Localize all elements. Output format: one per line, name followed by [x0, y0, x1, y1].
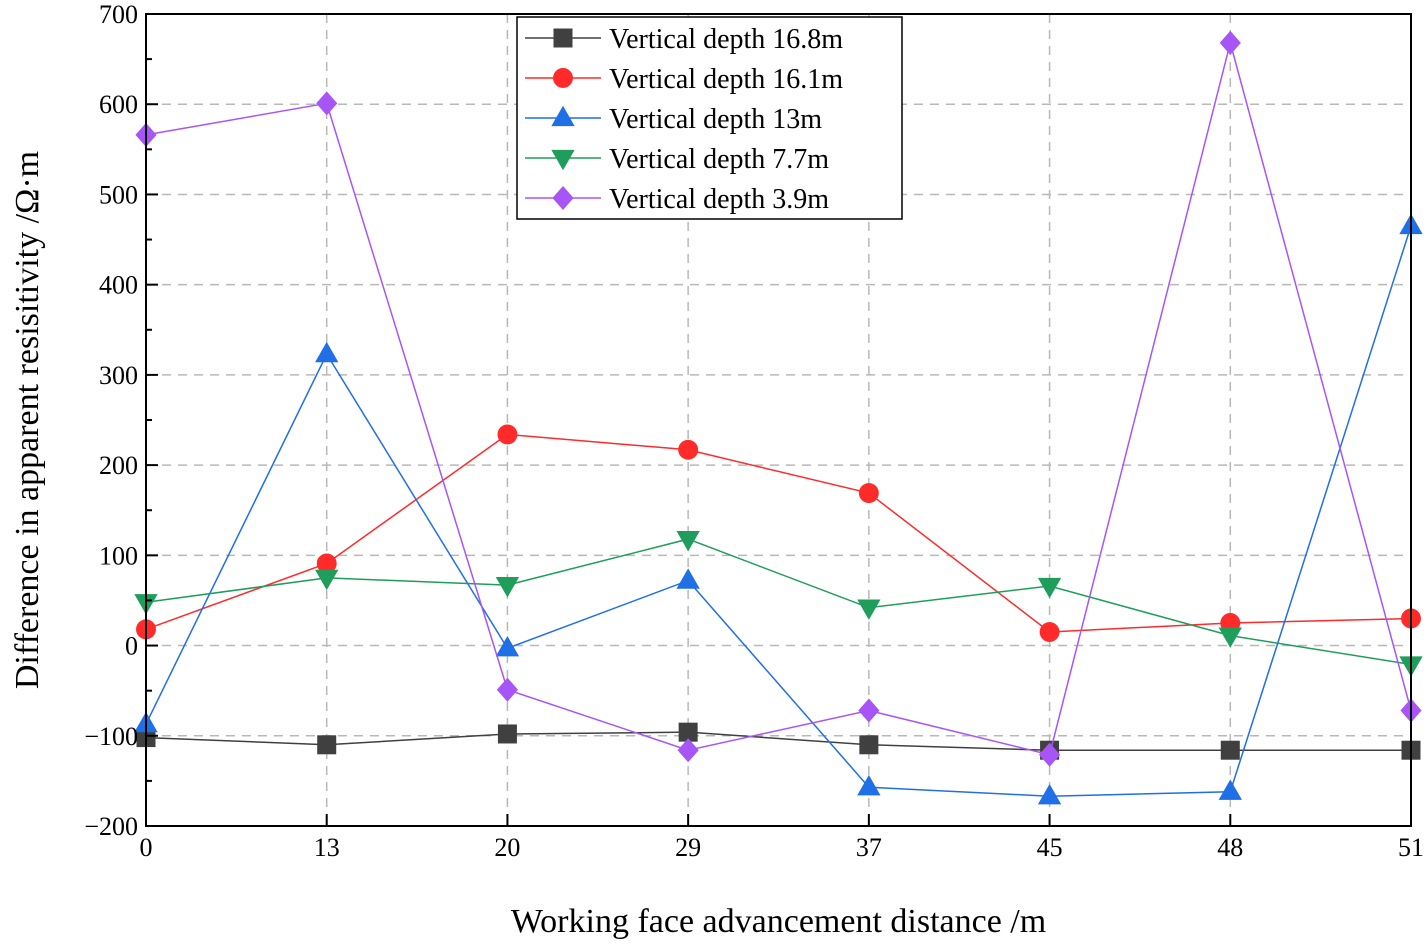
- series-3: [134, 530, 1423, 677]
- data-point: [495, 636, 520, 657]
- x-axis-label: Working face advancement distance /m: [511, 903, 1046, 940]
- x-tick-label: 37: [856, 833, 882, 862]
- y-tick-label: 0: [125, 632, 138, 661]
- data-point: [857, 774, 881, 796]
- x-tick-label: 0: [140, 833, 153, 862]
- data-point: [1037, 783, 1062, 805]
- y-tick-label: 400: [99, 271, 138, 300]
- series-line: [145, 538, 1412, 666]
- series-line: [145, 731, 1411, 751]
- data-point: [497, 724, 517, 744]
- data-point: [1218, 779, 1242, 800]
- legend-marker: [553, 28, 573, 48]
- series-1: [136, 424, 1421, 642]
- data-point: [678, 439, 699, 460]
- x-tick-label: 45: [1037, 833, 1063, 862]
- x-tick-label: 48: [1217, 833, 1243, 862]
- x-tick-label: 51: [1398, 833, 1424, 862]
- legend-label: Vertical depth 16.8m: [609, 24, 843, 55]
- y-tick-label: −100: [84, 722, 138, 751]
- data-point: [1039, 622, 1060, 642]
- data-point: [495, 576, 520, 598]
- data-point: [1218, 627, 1242, 648]
- y-tick-label: 100: [99, 541, 138, 570]
- data-point: [317, 735, 337, 755]
- data-point: [858, 698, 880, 723]
- legend: Vertical depth 16.8m Vertical depth 16.1m…: [516, 16, 903, 220]
- data-point: [857, 599, 881, 620]
- data-point: [315, 569, 339, 591]
- y-tick-label: 200: [99, 451, 138, 480]
- data-point: [316, 91, 338, 116]
- series-line: [145, 433, 1412, 633]
- y-tick-label: 700: [99, 0, 138, 29]
- x-tick-label: 13: [314, 833, 340, 862]
- data-point: [1039, 742, 1061, 767]
- series-2: [134, 213, 1423, 805]
- data-point: [497, 424, 518, 445]
- x-tick-label: 29: [675, 833, 701, 862]
- y-tick-label: −200: [84, 812, 138, 841]
- legend-label: Vertical depth 16.1m: [609, 64, 843, 95]
- x-tick-labels: 0 13 20 29 37 45 48 51: [140, 833, 1425, 862]
- y-tick-label: 300: [99, 361, 138, 390]
- y-tick-label: 600: [99, 90, 138, 119]
- data-point: [1219, 30, 1241, 55]
- data-point: [859, 735, 879, 755]
- x-tick-label: 20: [494, 833, 520, 862]
- data-point: [1037, 577, 1062, 599]
- y-tick-labels: −200 −100 0 100 200 300 400 500 600 700: [84, 0, 138, 841]
- legend-label: Vertical depth 3.9m: [609, 184, 829, 215]
- legend-marker: [551, 149, 575, 171]
- legend-label: Vertical depth 7.7m: [609, 144, 829, 175]
- y-axis-label: Difference in apparent resisitivity /Ω·m: [9, 151, 46, 689]
- y-tick-label: 500: [99, 180, 138, 209]
- legend-marker: [551, 105, 575, 127]
- series-line: [145, 225, 1412, 797]
- series-0: [136, 722, 1421, 760]
- data-point: [496, 677, 518, 702]
- axis-ticks: [145, 13, 1412, 827]
- data-point: [676, 568, 700, 589]
- legend-marker: [553, 68, 573, 88]
- legend-marker: [552, 185, 574, 211]
- data-point: [677, 738, 699, 763]
- legend-label: Vertical depth 13m: [609, 104, 822, 135]
- data-point: [315, 341, 339, 363]
- data-point: [1220, 740, 1240, 760]
- data-point: [676, 530, 700, 552]
- data-point: [858, 483, 879, 504]
- series-line: [145, 39, 1412, 756]
